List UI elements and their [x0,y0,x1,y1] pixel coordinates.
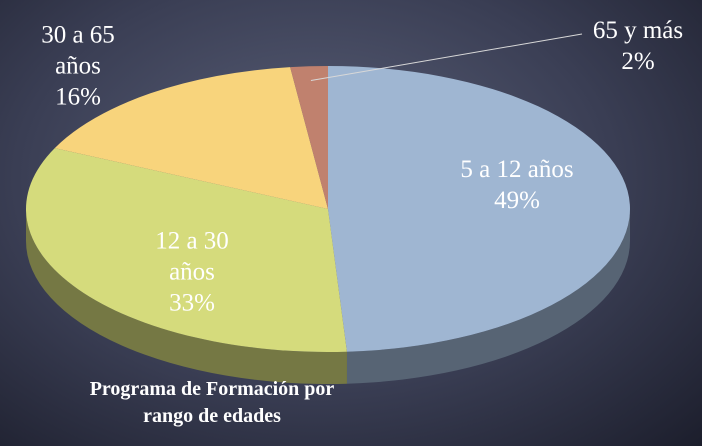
category-label: 5 a 12 años [460,156,574,183]
value-label: 49% [494,187,540,214]
value-label: 2% [621,48,655,75]
category-label: 65 y más [592,17,684,44]
data-label: 5 a 12 años 49% [422,154,612,216]
category-label: 12 a 30 años [155,227,229,286]
pie-side [26,209,347,384]
data-label: 65 y más 2% [568,15,702,77]
pie-side [346,209,630,384]
value-label: 33% [169,289,215,317]
chart-title: Programa de Formación por rango de edade… [89,378,335,427]
pie-slice [25,148,347,352]
data-label: 12 a 30 años 33% [137,226,247,319]
leader-line [310,33,583,82]
data-label: 30 a 65 años 16% [23,20,133,113]
value-label: 16% [55,83,101,111]
pie-slice [328,66,630,352]
pie-slice [54,67,329,209]
pie-slice [290,66,328,209]
category-label: 30 a 65 años [41,21,115,80]
